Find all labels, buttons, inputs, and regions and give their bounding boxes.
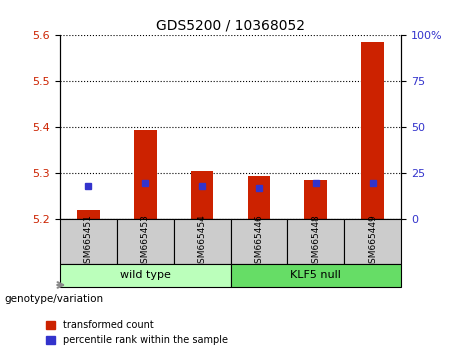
Bar bbox=[230, 264, 401, 287]
Bar bbox=[117, 219, 174, 264]
Text: KLF5 null: KLF5 null bbox=[290, 270, 341, 280]
Bar bbox=[361, 42, 384, 219]
Text: GSM665448: GSM665448 bbox=[311, 214, 320, 269]
Bar bbox=[77, 210, 100, 219]
Bar bbox=[60, 264, 230, 287]
Text: GSM665454: GSM665454 bbox=[198, 214, 207, 269]
Text: GSM665453: GSM665453 bbox=[141, 214, 150, 269]
Legend: transformed count, percentile rank within the sample: transformed count, percentile rank withi… bbox=[42, 316, 232, 349]
Bar bbox=[191, 171, 213, 219]
Bar bbox=[248, 176, 270, 219]
Text: wild type: wild type bbox=[120, 270, 171, 280]
Bar bbox=[287, 219, 344, 264]
Bar bbox=[60, 219, 117, 264]
Bar bbox=[344, 219, 401, 264]
Text: GSM665446: GSM665446 bbox=[254, 214, 263, 269]
Text: genotype/variation: genotype/variation bbox=[5, 294, 104, 304]
Text: GSM665449: GSM665449 bbox=[368, 214, 377, 269]
Bar bbox=[230, 219, 287, 264]
Bar bbox=[304, 180, 327, 219]
Bar bbox=[134, 130, 157, 219]
Title: GDS5200 / 10368052: GDS5200 / 10368052 bbox=[156, 19, 305, 33]
Bar bbox=[174, 219, 230, 264]
Text: GSM665451: GSM665451 bbox=[84, 214, 93, 269]
